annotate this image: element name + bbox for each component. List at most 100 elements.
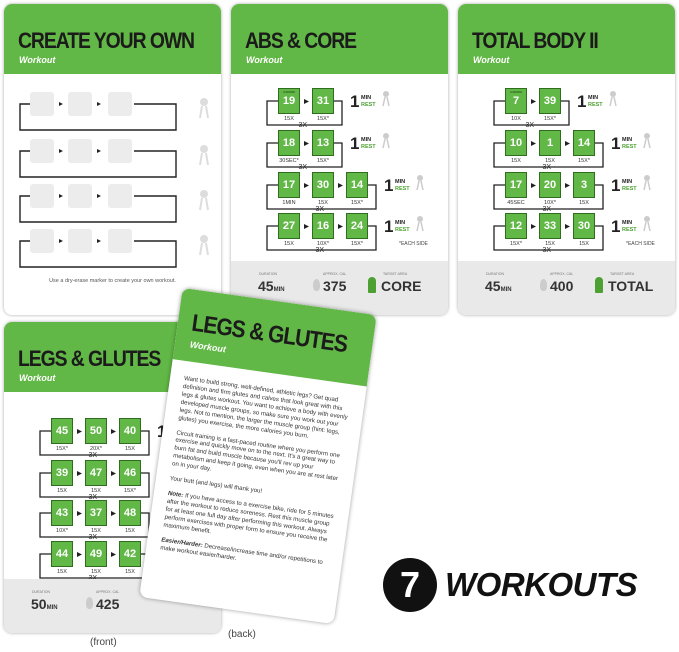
exercise-box: 7 CARDIO bbox=[505, 88, 527, 114]
exercise-number: 27 bbox=[282, 220, 296, 232]
exercise-number: 19 bbox=[282, 95, 296, 107]
exercise-box: 18 bbox=[278, 130, 300, 156]
flame-icon bbox=[540, 279, 547, 291]
exercise-reps: 15X bbox=[91, 569, 101, 575]
figure-icon bbox=[200, 190, 208, 198]
figure-icon bbox=[368, 277, 376, 293]
line bbox=[266, 184, 377, 210]
figure-icon bbox=[416, 180, 424, 191]
exercise-box: 39 bbox=[51, 460, 73, 486]
exercise-reps: 15X bbox=[284, 241, 294, 247]
exercise-box: 17 bbox=[505, 172, 527, 198]
exercise-reps: 20X* bbox=[90, 446, 102, 452]
duration-unit: MIN bbox=[500, 287, 512, 293]
figure-icon bbox=[199, 105, 209, 119]
arrow bbox=[304, 99, 309, 104]
exercise-reps: 15X bbox=[545, 158, 555, 164]
rest-label: REST bbox=[622, 227, 637, 233]
rest-unit: MIN bbox=[622, 179, 633, 185]
exercise-number: 30 bbox=[316, 179, 330, 191]
arrow bbox=[338, 224, 343, 229]
sets-count: 3X bbox=[298, 122, 308, 129]
card-subtitle: Workout bbox=[473, 55, 510, 65]
duration-unit: MIN bbox=[273, 287, 285, 293]
exercise-number: 48 bbox=[123, 507, 137, 519]
rest-unit: MIN bbox=[361, 95, 372, 101]
note: *EACH SIDE bbox=[626, 241, 655, 247]
figure-icon bbox=[200, 235, 208, 243]
exercise-reps: 15X bbox=[125, 446, 135, 452]
duration-unit: MIN bbox=[46, 605, 58, 611]
arrow bbox=[77, 471, 82, 476]
exercise-number: 46 bbox=[123, 467, 137, 479]
stats-bar: DURATION 45MIN APPROX. CAL 400 TARGET AREA TO… bbox=[458, 261, 675, 315]
stat-value: 45MIN bbox=[258, 278, 285, 294]
exercise-tag: CARDIO bbox=[510, 90, 522, 94]
card-title: TOTAL BODY II bbox=[472, 28, 599, 53]
card-footer-text: Use a dry-erase marker to create your ow… bbox=[49, 278, 176, 284]
exercise-reps: 10X* bbox=[56, 528, 68, 534]
exercise-box: 30 bbox=[573, 213, 595, 239]
rest-label: REST bbox=[622, 186, 637, 192]
rest-amount: 1 bbox=[350, 134, 360, 153]
empty-box bbox=[108, 139, 132, 163]
exercise-number: 10 bbox=[509, 137, 523, 149]
exercise-reps: 15X* bbox=[578, 158, 590, 164]
exercise-reps: 15X* bbox=[317, 116, 329, 122]
empty-box bbox=[68, 184, 92, 208]
calories: 375 bbox=[323, 278, 347, 294]
card-header: ABS & CORE Workout bbox=[231, 4, 448, 74]
line bbox=[19, 195, 177, 223]
exercise-number: 18 bbox=[282, 137, 296, 149]
figure-icon bbox=[383, 133, 389, 139]
figure-icon bbox=[200, 145, 208, 153]
rest-label: REST bbox=[395, 227, 410, 233]
stat-label: APPROX. CAL bbox=[550, 272, 574, 276]
exercise-box: 50 bbox=[85, 418, 107, 444]
caption: (front) bbox=[90, 637, 117, 648]
card-title: ABS & CORE bbox=[245, 28, 357, 53]
exercise-number: 14 bbox=[350, 179, 364, 191]
arrow bbox=[111, 429, 116, 434]
figure-icon bbox=[199, 152, 209, 166]
row-lines bbox=[19, 98, 209, 268]
empty-box bbox=[30, 184, 54, 208]
empty-box bbox=[108, 92, 132, 116]
caption: (back) bbox=[228, 629, 256, 640]
arrow bbox=[77, 552, 82, 557]
arrow bbox=[304, 141, 309, 146]
exercise-reps: 15X* bbox=[124, 488, 136, 494]
exercise-reps: 15X bbox=[284, 116, 294, 122]
arrow bbox=[531, 183, 536, 188]
exercise-reps: 15X bbox=[579, 241, 589, 247]
arrow bbox=[111, 471, 116, 476]
workout-card: TOTAL BODY II Workout 7 CARDIO 10X 39 15X* 3X 1 M… bbox=[458, 4, 675, 315]
card-subtitle: Workout bbox=[19, 373, 56, 383]
empty-box bbox=[68, 92, 92, 116]
arrow bbox=[338, 183, 343, 188]
exercise-number: 47 bbox=[89, 467, 103, 479]
exercise-number: 40 bbox=[123, 425, 137, 437]
exercise-box: 43 bbox=[51, 500, 73, 526]
exercise-number: 45 bbox=[55, 425, 69, 437]
rest-unit: MIN bbox=[588, 95, 599, 101]
card-subtitle: Workout bbox=[246, 55, 283, 65]
flame-icon bbox=[86, 597, 93, 609]
stat-label: DURATION bbox=[486, 272, 505, 276]
exercise-number: 17 bbox=[509, 179, 523, 191]
figure-icon bbox=[382, 96, 390, 107]
exercise-number: 14 bbox=[577, 137, 591, 149]
exercise-box: 13 bbox=[312, 130, 334, 156]
figure-icon bbox=[417, 216, 423, 222]
stat-value: 45MIN bbox=[485, 278, 512, 294]
empty-box bbox=[108, 184, 132, 208]
arrow bbox=[531, 99, 536, 104]
exercise-number: 50 bbox=[89, 425, 103, 437]
exercise-reps: 30SEC* bbox=[279, 158, 299, 164]
rest-amount: 1 bbox=[611, 217, 621, 236]
badge-label: WORKOUTS bbox=[445, 566, 638, 603]
sets-count: 3X bbox=[315, 247, 325, 254]
exercise-box: 16 bbox=[312, 213, 334, 239]
sets-count: 3X bbox=[88, 494, 98, 501]
